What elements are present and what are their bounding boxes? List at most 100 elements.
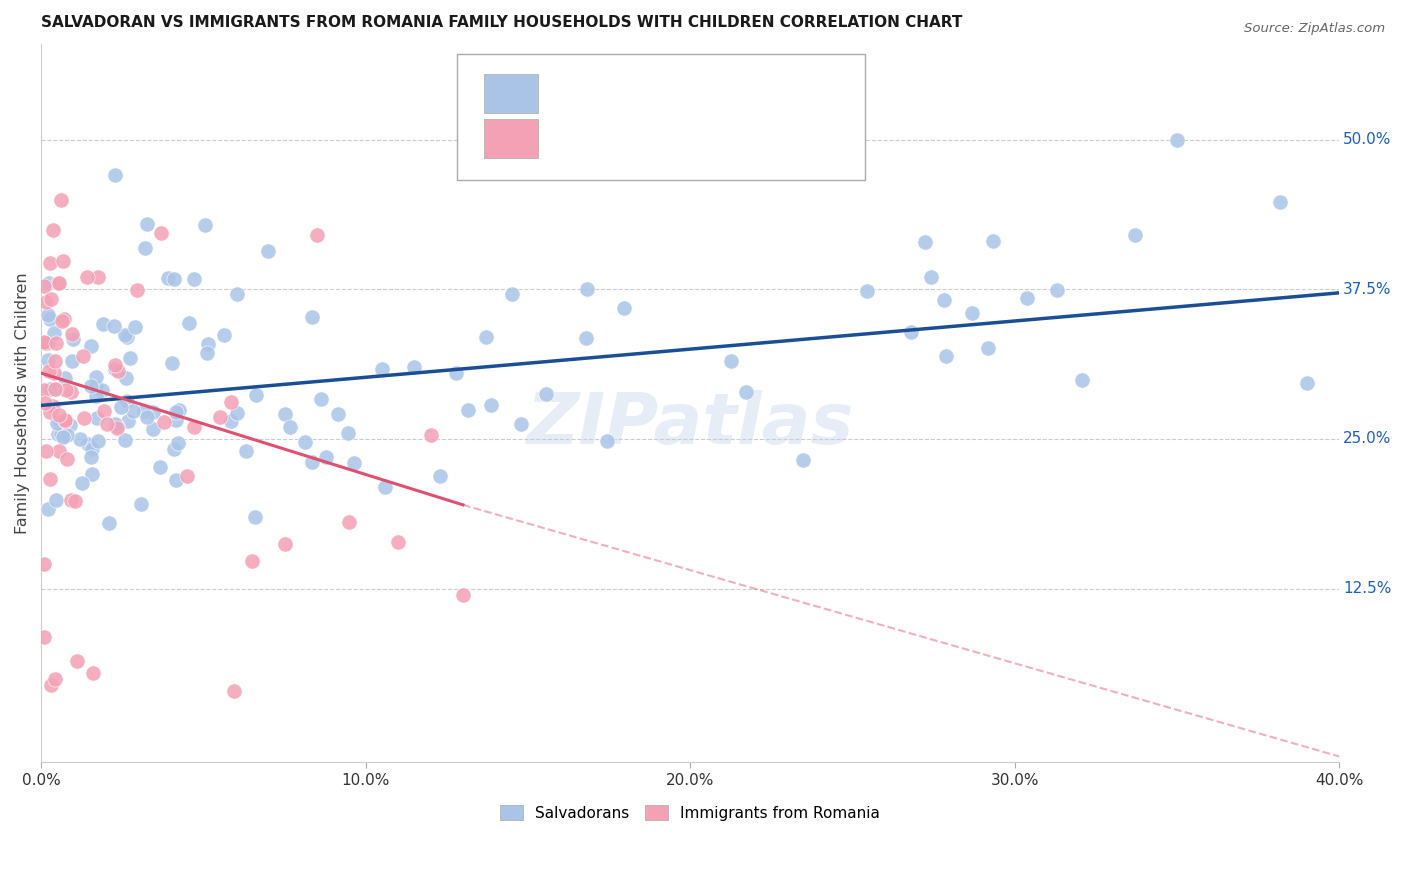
Point xyxy=(510,417,533,431)
Point xyxy=(934,293,956,307)
Point xyxy=(91,317,114,331)
Point xyxy=(125,284,148,298)
Point xyxy=(56,451,79,466)
Point xyxy=(49,426,72,441)
Point xyxy=(62,332,84,346)
Point xyxy=(575,331,598,345)
Point xyxy=(115,393,138,408)
FancyBboxPatch shape xyxy=(457,54,866,180)
Point xyxy=(87,434,110,448)
Point xyxy=(197,337,219,351)
Point xyxy=(219,414,242,428)
Text: N =: N = xyxy=(696,129,730,147)
Point xyxy=(117,414,139,428)
Point xyxy=(256,244,278,258)
Point xyxy=(419,427,441,442)
Point xyxy=(70,476,93,491)
Point xyxy=(429,468,451,483)
Point xyxy=(39,405,62,419)
Point xyxy=(981,234,1004,248)
Point xyxy=(240,554,263,568)
Point xyxy=(51,313,73,327)
Point xyxy=(105,421,128,435)
Point xyxy=(226,406,249,420)
Point xyxy=(792,453,814,467)
Point xyxy=(225,286,247,301)
Point xyxy=(39,472,62,486)
Point xyxy=(326,407,349,421)
Point xyxy=(48,444,70,458)
Point xyxy=(46,277,69,291)
Point xyxy=(49,194,72,208)
Point xyxy=(914,235,936,249)
Text: Source: ZipAtlas.com: Source: ZipAtlas.com xyxy=(1244,22,1385,36)
Point xyxy=(278,420,301,434)
Point xyxy=(179,316,201,330)
Point xyxy=(84,379,107,393)
Text: ZIPatlas: ZIPatlas xyxy=(526,390,853,459)
Point xyxy=(596,434,619,448)
Point xyxy=(38,276,60,290)
Point xyxy=(479,399,502,413)
Text: 0.298: 0.298 xyxy=(612,84,668,103)
Point xyxy=(59,384,82,399)
Point xyxy=(59,417,82,432)
Point xyxy=(1166,132,1188,146)
Point xyxy=(315,450,337,465)
Point xyxy=(142,422,165,436)
Point xyxy=(301,310,323,324)
Point xyxy=(35,335,58,350)
Point xyxy=(183,272,205,286)
Point xyxy=(45,336,67,351)
Point xyxy=(387,534,409,549)
Point xyxy=(48,276,70,290)
Point xyxy=(55,413,77,427)
Point xyxy=(166,436,188,450)
Point xyxy=(157,271,180,285)
Point xyxy=(169,403,191,417)
Point xyxy=(63,494,86,508)
Point xyxy=(935,349,957,363)
Point xyxy=(41,677,63,691)
Point xyxy=(37,336,59,351)
Point xyxy=(98,516,121,530)
FancyBboxPatch shape xyxy=(484,120,538,158)
Point xyxy=(371,362,394,376)
Point xyxy=(339,515,361,529)
Point xyxy=(60,327,83,342)
Text: 66: 66 xyxy=(762,129,786,147)
Point xyxy=(60,353,83,368)
Point xyxy=(45,493,67,508)
Text: N =: N = xyxy=(696,84,730,103)
Point xyxy=(160,356,183,370)
Point xyxy=(96,417,118,432)
Point xyxy=(34,335,56,350)
Point xyxy=(153,415,176,429)
Point xyxy=(46,416,69,430)
Point xyxy=(39,312,62,326)
Text: -0.229: -0.229 xyxy=(612,129,675,147)
Point xyxy=(920,269,942,284)
Text: 50.0%: 50.0% xyxy=(1343,132,1392,147)
Point xyxy=(93,403,115,417)
Point xyxy=(80,339,103,353)
Point xyxy=(55,383,77,397)
Point xyxy=(977,341,1000,355)
Point xyxy=(39,255,62,269)
Point xyxy=(56,427,79,442)
Point xyxy=(1295,376,1317,390)
Point xyxy=(274,408,297,422)
Point xyxy=(103,318,125,333)
Point xyxy=(856,284,879,298)
Point xyxy=(114,328,136,343)
Text: 12.5%: 12.5% xyxy=(1343,582,1392,596)
Point xyxy=(38,383,60,397)
Point xyxy=(195,346,218,360)
Point xyxy=(52,312,75,326)
Point xyxy=(44,382,66,396)
Point xyxy=(194,218,217,232)
Point xyxy=(104,358,127,372)
Point xyxy=(960,306,983,320)
Point xyxy=(66,654,89,668)
Point xyxy=(44,354,66,368)
